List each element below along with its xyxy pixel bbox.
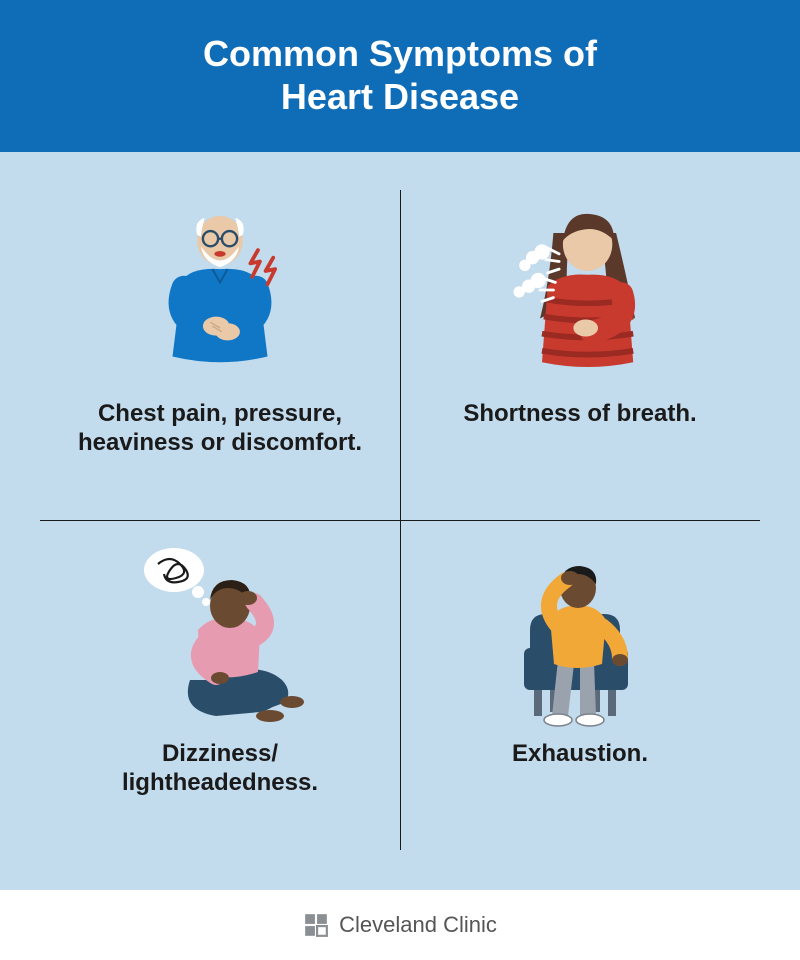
title-line-1: Common Symptoms of [20,32,780,75]
caption-line: Chest pain, pressure, [78,400,362,429]
exhaustion-icon [480,530,680,730]
symptom-caption: Dizziness/ lightheadedness. [122,740,318,798]
symptom-cell-exhaustion: Exhaustion. [400,520,760,860]
shortness-breath-icon [480,190,680,390]
content-area: Chest pain, pressure, heaviness or disco… [0,152,800,890]
caption-line: Exhaustion. [512,740,648,769]
horizontal-divider [40,520,760,521]
symptom-cell-dizziness: Dizziness/ lightheadedness. [40,520,400,860]
caption-line: heaviness or discomfort. [78,429,362,458]
title-line-2: Heart Disease [20,75,780,118]
caption-line: Shortness of breath. [463,400,696,429]
symptom-cell-chest-pain: Chest pain, pressure, heaviness or disco… [40,180,400,520]
chest-pain-icon [120,190,320,390]
caption-line: Dizziness/ [122,740,318,769]
footer: Cleveland Clinic [0,890,800,960]
symptom-caption: Shortness of breath. [463,400,696,429]
dizziness-icon [120,530,320,730]
symptom-grid: Chest pain, pressure, heaviness or disco… [40,180,760,860]
symptom-caption: Chest pain, pressure, heaviness or disco… [78,400,362,458]
brand-name: Cleveland Clinic [339,912,497,938]
header-banner: Common Symptoms of Heart Disease [0,0,800,152]
caption-line: lightheadedness. [122,769,318,798]
brand-logo-icon [303,912,329,938]
symptom-cell-shortness-breath: Shortness of breath. [400,180,760,520]
symptom-caption: Exhaustion. [512,740,648,769]
